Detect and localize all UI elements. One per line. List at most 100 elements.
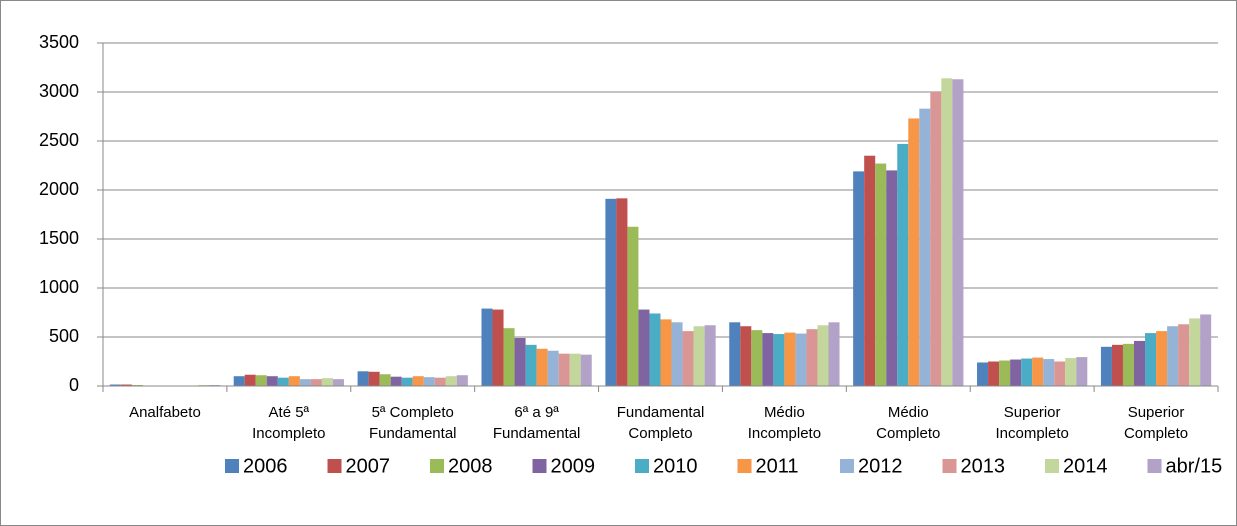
bar bbox=[310, 379, 322, 386]
legend-label: abr/15 bbox=[1166, 455, 1223, 477]
x-tick-label: Até 5ª Incompleto bbox=[252, 404, 326, 442]
bar bbox=[1032, 357, 1044, 386]
legend-label: 2006 bbox=[243, 455, 288, 477]
bar bbox=[503, 328, 515, 386]
bar bbox=[255, 375, 267, 386]
bar bbox=[988, 361, 1000, 386]
y-tick-label: 1000 bbox=[39, 277, 79, 297]
bar bbox=[558, 353, 570, 386]
bar bbox=[277, 377, 289, 386]
legend-swatch bbox=[225, 459, 239, 473]
bar bbox=[908, 118, 920, 387]
y-tick-label: 2000 bbox=[39, 179, 79, 199]
x-tick-label: Superior Incompleto bbox=[995, 404, 1069, 442]
bar bbox=[704, 325, 716, 386]
bar bbox=[299, 379, 311, 386]
bar bbox=[1134, 340, 1146, 386]
bar bbox=[1054, 361, 1066, 386]
bar bbox=[919, 108, 931, 386]
bar bbox=[1122, 343, 1135, 386]
bar bbox=[627, 226, 639, 386]
bar bbox=[525, 344, 537, 386]
bar bbox=[514, 337, 526, 386]
bar bbox=[853, 171, 865, 386]
bar bbox=[828, 322, 840, 386]
bar bbox=[1167, 326, 1179, 386]
y-tick-label: 2500 bbox=[39, 130, 79, 150]
bar bbox=[233, 376, 245, 386]
legend-label: 2010 bbox=[653, 455, 698, 477]
legend-swatch bbox=[1147, 459, 1162, 473]
bar bbox=[379, 374, 391, 386]
bar bbox=[445, 376, 457, 386]
bar bbox=[875, 163, 887, 386]
bar bbox=[109, 384, 121, 386]
legend-swatch bbox=[942, 459, 957, 473]
legend-swatch bbox=[1045, 459, 1059, 473]
bar bbox=[773, 334, 785, 386]
bar bbox=[930, 92, 942, 386]
bar bbox=[401, 377, 413, 386]
bar bbox=[368, 371, 380, 386]
bar bbox=[1100, 346, 1112, 386]
bar bbox=[456, 375, 468, 386]
bar bbox=[412, 376, 424, 386]
bar bbox=[671, 322, 683, 386]
bar bbox=[649, 313, 661, 386]
bar bbox=[266, 376, 278, 386]
bar bbox=[999, 360, 1011, 386]
bar bbox=[952, 79, 964, 386]
bar bbox=[616, 198, 628, 386]
x-tick-label: Fundamental Completo bbox=[616, 404, 705, 442]
bar bbox=[547, 350, 559, 386]
bar bbox=[1111, 344, 1123, 386]
bar bbox=[536, 348, 548, 386]
legend-swatch bbox=[532, 459, 547, 473]
bar bbox=[886, 170, 898, 386]
bar bbox=[481, 308, 493, 386]
bar bbox=[740, 326, 752, 386]
bar bbox=[784, 332, 796, 386]
bar bbox=[864, 155, 876, 386]
legend-swatch bbox=[635, 459, 649, 473]
bar bbox=[1156, 331, 1168, 386]
x-tick-label: Analfabeto bbox=[129, 404, 201, 421]
x-tick-label: Superior Completo bbox=[1123, 404, 1189, 442]
legend-label: 2008 bbox=[448, 455, 493, 477]
x-tick-label: Médio Incompleto bbox=[747, 404, 822, 442]
y-tick-label: 500 bbox=[49, 326, 79, 346]
bar bbox=[795, 333, 807, 386]
legend-swatch bbox=[840, 459, 854, 473]
legend-swatch bbox=[327, 459, 342, 473]
legend-label: 2007 bbox=[346, 455, 391, 477]
bar bbox=[729, 322, 741, 386]
bar bbox=[332, 379, 344, 386]
legend-swatch bbox=[430, 459, 444, 473]
bar bbox=[492, 309, 504, 386]
bar bbox=[693, 326, 705, 386]
bar bbox=[1189, 318, 1201, 386]
bar bbox=[751, 330, 763, 386]
bar bbox=[1076, 357, 1088, 386]
bar bbox=[1010, 359, 1022, 386]
bar bbox=[897, 143, 909, 386]
bar bbox=[580, 354, 592, 386]
bar bbox=[1200, 314, 1212, 386]
bar bbox=[660, 319, 672, 386]
bar bbox=[1145, 333, 1157, 386]
bar bbox=[288, 376, 300, 386]
legend-label: 2011 bbox=[756, 455, 799, 477]
bar bbox=[977, 362, 989, 386]
bar bbox=[569, 353, 581, 386]
bar bbox=[120, 384, 132, 386]
bar bbox=[390, 376, 402, 386]
bar bbox=[806, 329, 818, 386]
bar bbox=[762, 333, 774, 386]
x-tick-label: Médio Completo bbox=[876, 404, 941, 442]
bar bbox=[1043, 359, 1055, 386]
bar bbox=[423, 377, 435, 386]
bar bbox=[682, 331, 694, 386]
bar bbox=[605, 198, 617, 386]
